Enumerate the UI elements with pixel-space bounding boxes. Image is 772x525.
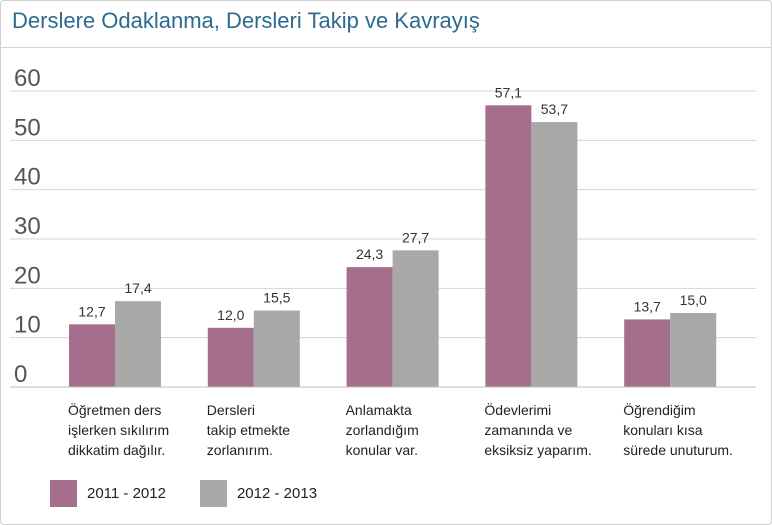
data-label-2012-2013-cat5: 15,0 [680, 292, 707, 308]
bar-2012-2013-cat1 [115, 301, 161, 387]
category-label-line: Öğrendiğim [623, 402, 696, 418]
category-label-3: Anlamakta zorlandığım konular var. [346, 400, 496, 460]
y-tick-label-50: 50 [14, 114, 41, 141]
category-label-line: sürede unuturum. [623, 442, 733, 458]
category-label-line: Öğretmen ders [68, 402, 162, 418]
category-label-line: konuları kısa [623, 422, 703, 438]
bar-2011-2012-cat3 [346, 267, 393, 387]
category-label-line: zorlanırım. [206, 442, 273, 458]
legend-swatch-2012-2013 [199, 480, 227, 507]
data-label-2012-2013-cat3: 27,7 [402, 229, 429, 245]
bar-2012-2013-cat3 [392, 250, 439, 387]
legend-swatch-2011-2012 [50, 480, 77, 507]
category-label-line: eksiksiz yaparım. [484, 442, 592, 458]
bar-2011-2012-cat4 [485, 105, 532, 387]
legend: 2011 - 2012 2012 - 2013 [50, 480, 351, 507]
y-tick-label-20: 20 [14, 262, 41, 289]
legend-item-2011-2012: 2011 - 2012 [50, 480, 166, 507]
data-label-2012-2013-cat1: 17,4 [124, 280, 151, 296]
data-label-2011-2012-cat3: 24,3 [356, 246, 383, 262]
bar-2012-2013-cat4 [531, 122, 578, 387]
category-label-1: Öğretmen ders işlerken sıkılırım dikkatim … [68, 400, 218, 460]
category-label-line: Anlamakta [345, 402, 412, 418]
data-label-2011-2012-cat5: 13,7 [634, 298, 661, 314]
chart-title: Derslere Odaklanma, Dersleri Takip ve Ka… [12, 8, 480, 33]
y-tick-label-60: 60 [14, 65, 41, 92]
title-divider [0, 47, 772, 48]
category-label-4: Ödevlerimi zamanında ve eksiksiz yaparım. [484, 400, 634, 460]
bar-2011-2012-cat5 [624, 319, 671, 387]
category-label-5: Öğrendiğim konuları kısa sürede unuturum. [623, 400, 772, 460]
y-tick-label-40: 40 [14, 164, 41, 191]
legend-item-2012-2013: 2012 - 2013 [199, 480, 318, 507]
category-label-line: konular var. [345, 442, 418, 458]
legend-label-2011-2012: 2011 - 2012 [87, 485, 166, 502]
category-label-2: Dersleri takip etmekte zorlanırım. [207, 400, 357, 460]
category-label-line: işlerken sıkılırım [68, 422, 170, 438]
y-tick-label-30: 30 [14, 213, 41, 240]
category-label-line: Dersleri [206, 402, 256, 418]
category-label-line: zamanında ve [484, 422, 573, 438]
category-label-line: dikkatim dağılır. [68, 442, 166, 458]
bar-2011-2012-cat2 [207, 327, 254, 387]
category-label-line: takip etmekte [206, 422, 291, 438]
data-label-2011-2012-cat1: 12,7 [78, 303, 105, 319]
y-tick-label-0: 0 [14, 361, 27, 388]
bar-2011-2012-cat1 [69, 324, 115, 387]
bar-2012-2013-cat2 [253, 310, 300, 387]
category-label-line: zorlandığım [345, 422, 419, 438]
data-label-2012-2013-cat4: 53,7 [541, 101, 568, 117]
category-label-line: Ödevlerimi [484, 402, 552, 418]
data-label-2011-2012-cat2: 12,0 [217, 307, 244, 323]
bar-2012-2013-cat5 [670, 313, 717, 387]
legend-label-2012-2013: 2012 - 2013 [236, 485, 318, 502]
y-tick-label-10: 10 [14, 312, 41, 339]
data-label-2012-2013-cat2: 15,5 [263, 290, 290, 306]
data-label-2011-2012-cat4: 57,1 [495, 84, 522, 100]
